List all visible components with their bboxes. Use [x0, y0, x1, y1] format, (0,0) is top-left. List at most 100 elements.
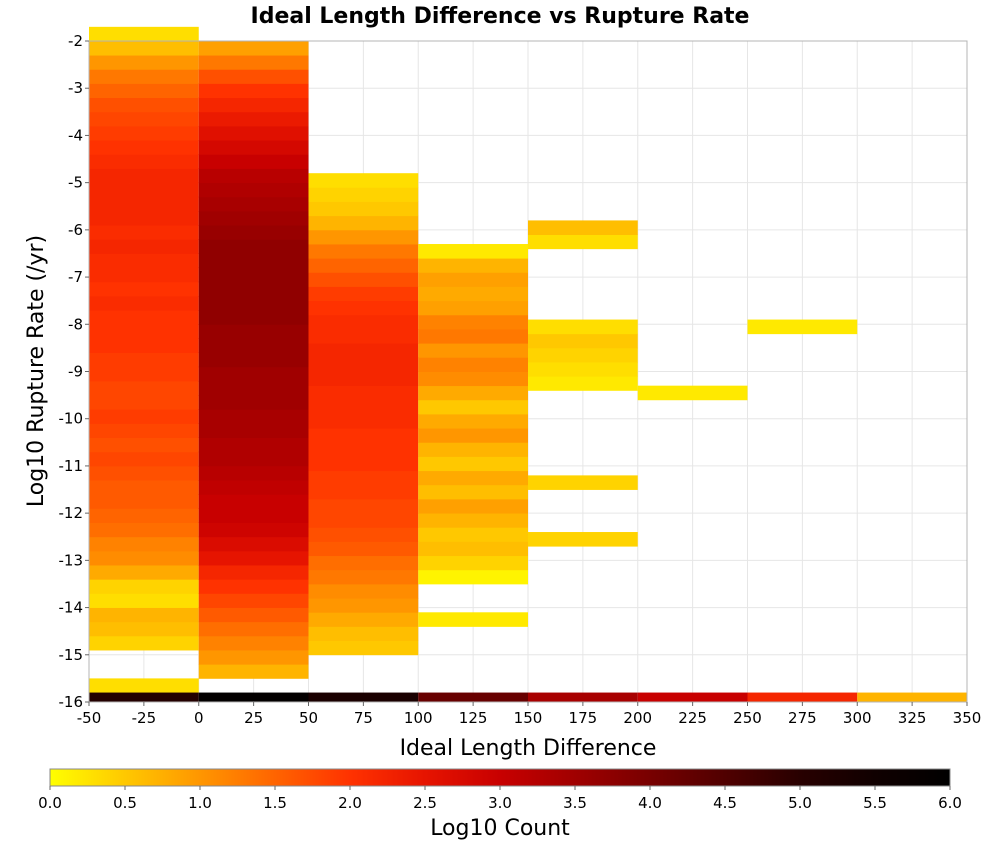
heatmap-cell — [89, 437, 199, 453]
heatmap-cell — [198, 69, 309, 84]
heatmap-cell — [528, 234, 638, 250]
colorbar-tick-label: 0.0 — [38, 794, 62, 812]
heatmap-cell — [418, 244, 528, 259]
heatmap-cell — [89, 69, 199, 84]
heatmap-cell — [308, 569, 419, 585]
heatmap-cell — [198, 338, 309, 354]
heatmap-cell — [198, 550, 309, 566]
heatmap-cell — [308, 272, 419, 287]
heatmap-cell — [308, 413, 419, 429]
heatmap-cell — [89, 508, 199, 523]
heatmap-cells — [89, 26, 967, 702]
heatmap-cell — [308, 314, 419, 330]
heatmap-cell — [89, 267, 199, 283]
heatmap-cell — [89, 678, 199, 693]
heatmap-cell — [308, 555, 419, 571]
heatmap-cell — [308, 527, 419, 542]
heatmap-cell — [418, 371, 528, 387]
heatmap-cell — [89, 140, 199, 155]
heatmap-cell — [198, 295, 309, 311]
heatmap-cell — [89, 182, 199, 198]
heatmap-cell — [198, 522, 309, 538]
x-tick-label: 175 — [569, 709, 598, 727]
heatmap-cell — [89, 423, 199, 438]
heatmap-cell — [89, 409, 199, 424]
y-tick-label: -10 — [59, 410, 84, 428]
heatmap-cell — [89, 338, 199, 354]
heatmap-cell — [528, 376, 638, 391]
heatmap-cell — [308, 173, 419, 188]
heatmap-cell — [528, 319, 638, 335]
y-tick-label: -16 — [59, 693, 84, 711]
x-tick-label: 100 — [404, 709, 433, 727]
summary-cell — [89, 692, 199, 702]
heatmap-cell — [418, 456, 528, 472]
heatmap-cell — [89, 26, 199, 42]
heatmap-cell — [89, 593, 199, 608]
colorbar-tick-label: 0.5 — [113, 794, 137, 812]
colorbar-tick-label: 2.0 — [338, 794, 362, 812]
heatmap-cell — [198, 451, 309, 467]
heatmap-cell — [198, 253, 309, 269]
x-axis-title: Ideal Length Difference — [400, 736, 657, 761]
heatmap-cell — [198, 154, 309, 169]
x-tick-label: 250 — [733, 709, 762, 727]
heatmap-cell — [418, 357, 528, 372]
heatmap-cell — [198, 125, 309, 141]
heatmap-cell — [308, 626, 419, 642]
colorbar-tick-label: 3.5 — [563, 794, 587, 812]
heatmap-cell — [89, 565, 199, 580]
summary-cell — [747, 692, 858, 702]
colorbar-tick-label: 6.0 — [938, 794, 962, 812]
heatmap-cell — [528, 347, 638, 363]
heatmap-cell — [198, 140, 309, 155]
heatmap-cell — [89, 395, 199, 410]
heatmap-cell — [528, 220, 638, 235]
y-tick-label: -15 — [59, 646, 84, 664]
heatmap-cell — [418, 343, 528, 358]
heatmap-cell — [308, 215, 419, 231]
heatmap-cell — [418, 442, 528, 457]
heatmap-cell — [308, 442, 419, 457]
heatmap-cell — [89, 465, 199, 481]
x-axis-ticks: -50 -25 0 25 50 75 100 125 150 175 200 225 250 275 300… — [77, 702, 981, 727]
heatmap-cell — [198, 423, 309, 438]
colorbar-ticks: 0.0 0.5 1.0 1.5 2.0 2.5 3.0 3.5 4.0 4.5 5.0 5.5 6.0 — [38, 786, 962, 812]
summary-cell — [637, 692, 748, 702]
colorbar — [49, 768, 951, 787]
heatmap-cell — [308, 428, 419, 443]
y-tick-label: -14 — [59, 599, 84, 617]
summary-cell — [528, 692, 638, 702]
y-axis-ticks: -2 -3 -4 -5 -6 -7 -8 -9 -10 -11 -12 -13 -14 -15 -16 — [59, 32, 89, 711]
y-axis-title: Log10 Rupture Rate (/yr) — [24, 235, 49, 507]
heatmap-cell — [198, 395, 309, 410]
heatmap-cell — [418, 258, 528, 273]
heatmap-cell — [89, 366, 199, 382]
heatmap-cell — [198, 55, 309, 70]
heatmap-cell — [198, 324, 309, 339]
heatmap-cell — [418, 413, 528, 429]
heatmap-cell — [198, 196, 309, 212]
x-tick-label: -25 — [132, 709, 157, 727]
heatmap-cell — [198, 225, 309, 240]
heatmap-cell — [308, 598, 419, 613]
heatmap-cell — [418, 428, 528, 443]
heatmap-cell — [418, 555, 528, 571]
heatmap-cell — [418, 470, 528, 486]
heatmap-cell — [89, 324, 199, 339]
x-tick-label: -50 — [77, 709, 102, 727]
heatmap-cell — [418, 569, 528, 585]
heatmap-cell — [308, 201, 419, 217]
y-tick-label: -11 — [59, 457, 84, 475]
heatmap-cell — [198, 111, 309, 127]
heatmap-cell — [89, 536, 199, 552]
colorbar-tick-label: 4.0 — [638, 794, 662, 812]
y-tick-label: -9 — [68, 363, 83, 381]
heatmap-cell — [89, 494, 199, 509]
y-tick-label: -3 — [68, 79, 83, 97]
heatmap-cell — [308, 300, 419, 316]
colorbar-tick-label: 1.5 — [263, 794, 287, 812]
heatmap-cell — [308, 258, 419, 273]
colorbar-tick-label: 1.0 — [188, 794, 212, 812]
heatmap-cell — [198, 508, 309, 523]
